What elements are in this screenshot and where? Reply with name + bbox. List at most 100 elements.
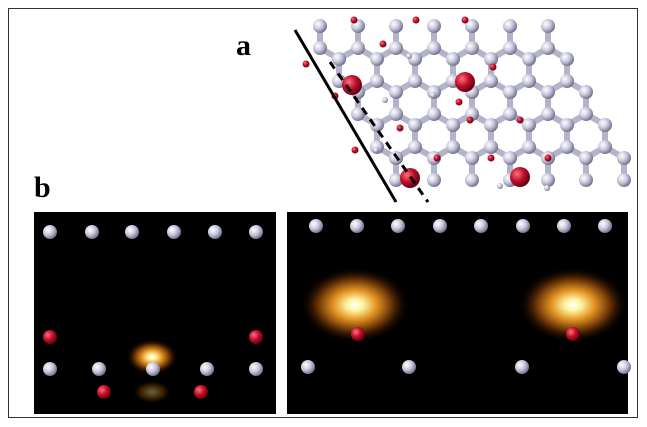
cut-line [293, 29, 398, 203]
atom [474, 219, 488, 233]
carbon-atom [408, 140, 422, 154]
carbon-atom [389, 85, 403, 99]
carbon-atom [503, 41, 517, 55]
atom [515, 360, 529, 374]
oxygen-atom [433, 154, 441, 162]
density-glow [300, 267, 410, 343]
carbon-atom [579, 85, 593, 99]
oxygen-atom [455, 72, 475, 92]
oxygen-atom [455, 98, 463, 106]
atom [350, 219, 364, 233]
carbon-atom [503, 151, 517, 165]
carbon-atom [503, 19, 517, 33]
atom [433, 219, 447, 233]
carbon-atom [465, 41, 479, 55]
carbon-atom [427, 173, 441, 187]
oxygen-atom [350, 16, 358, 24]
atom [125, 225, 139, 239]
oxygen-atom [566, 327, 580, 341]
atom [146, 362, 160, 376]
panel-label: b [34, 171, 51, 204]
carbon-atom [389, 41, 403, 55]
oxygen-atom [379, 40, 387, 48]
atom [309, 219, 323, 233]
atom [598, 219, 612, 233]
carbon-atom [465, 173, 479, 187]
carbon-atom [541, 41, 555, 55]
carbon-atom [560, 74, 574, 88]
oxygen-atom [489, 63, 497, 71]
carbon-atom [503, 85, 517, 99]
atom [43, 225, 57, 239]
hydrogen-atom [406, 53, 412, 59]
carbon-atom [332, 52, 346, 66]
atom [391, 219, 405, 233]
carbon-atom [560, 52, 574, 66]
oxygen-atom [97, 385, 111, 399]
oxygen-atom [487, 154, 495, 162]
atom [92, 362, 106, 376]
oxygen-atom [342, 75, 362, 95]
atom [402, 360, 416, 374]
carbon-atom [484, 140, 498, 154]
density-glow [126, 339, 178, 375]
carbon-atom [313, 41, 327, 55]
atom [617, 360, 631, 374]
carbon-atom [427, 19, 441, 33]
oxygen-atom [43, 330, 57, 344]
atom [301, 360, 315, 374]
carbon-atom [465, 151, 479, 165]
carbon-atom [389, 107, 403, 121]
oxygen-atom [194, 385, 208, 399]
carbon-atom [408, 74, 422, 88]
carbon-atom [579, 173, 593, 187]
carbon-atom [427, 107, 441, 121]
carbon-atom [522, 118, 536, 132]
atom [43, 362, 57, 376]
carbon-atom [484, 74, 498, 88]
atom [249, 225, 263, 239]
oxygen-atom [510, 167, 530, 187]
oxygen-atom [302, 60, 310, 68]
carbon-atom [579, 151, 593, 165]
oxygen-atom [461, 16, 469, 24]
oxygen-atom [466, 116, 474, 124]
carbon-atom [541, 173, 555, 187]
carbon-atom [560, 140, 574, 154]
density-glow [132, 380, 172, 404]
carbon-atom [370, 118, 384, 132]
carbon-atom [598, 140, 612, 154]
carbon-atom [484, 118, 498, 132]
density-glow [518, 267, 628, 343]
carbon-atom [541, 107, 555, 121]
oxygen-atom [396, 124, 404, 132]
atom [208, 225, 222, 239]
carbon-atom [446, 118, 460, 132]
cut-line-dashed [328, 61, 430, 203]
carbon-atom [389, 19, 403, 33]
hydrogen-atom [373, 147, 379, 153]
oxygen-atom [516, 116, 524, 124]
atom [85, 225, 99, 239]
carbon-atom [522, 74, 536, 88]
carbon-atom [465, 19, 479, 33]
carbon-atom [503, 107, 517, 121]
carbon-atom [541, 19, 555, 33]
carbon-atom [427, 41, 441, 55]
carbon-atom [617, 173, 631, 187]
carbon-atom [617, 151, 631, 165]
atoms [43, 219, 631, 404]
oxygen-atom [351, 146, 359, 154]
carbon-atom [560, 118, 574, 132]
carbon-atom [408, 118, 422, 132]
oxygen-atom [249, 330, 263, 344]
carbon-atom [522, 140, 536, 154]
carbon-atom [370, 74, 384, 88]
carbon-atom [522, 52, 536, 66]
carbon-atom [579, 107, 593, 121]
oxygen-atom [351, 327, 365, 341]
hydrogen-atom [430, 92, 436, 98]
hydrogen-atom [497, 183, 503, 189]
